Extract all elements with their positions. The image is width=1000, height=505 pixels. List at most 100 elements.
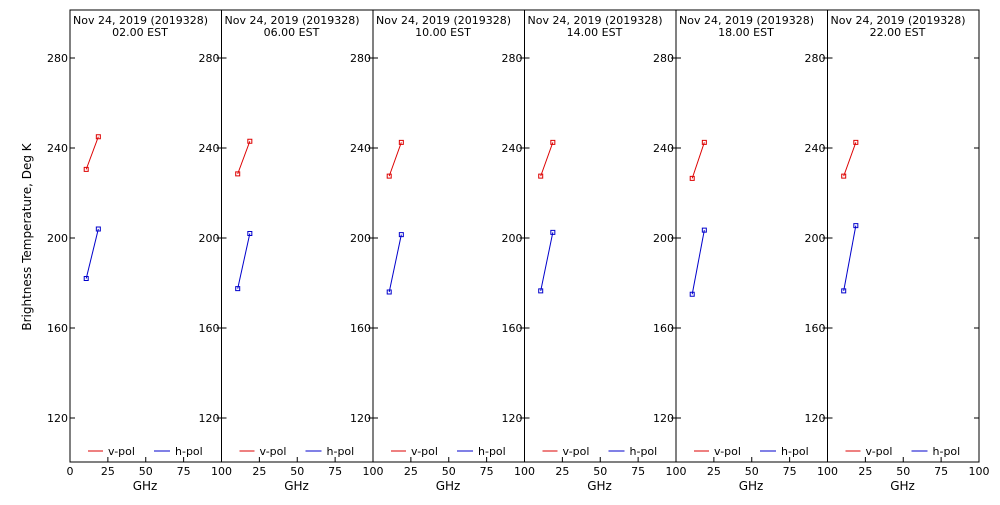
panel-3-h-pol-point (386, 289, 392, 295)
panel-3-ytick-label: 280 (350, 52, 371, 65)
panel-5-legend-label-hpol: h-pol (781, 445, 809, 458)
panel-4-title: Nov 24, 2019 (2019328) (528, 14, 663, 27)
panel-3-ytick-label: 240 (350, 142, 371, 155)
panel-5-h-pol-point (689, 291, 695, 297)
panel-6-h-pol-line (843, 225, 857, 291)
panel-2-xtick-label: 25 (252, 465, 266, 478)
panel-5-xtick-label: 75 (783, 465, 797, 478)
panel-1-xtick-label: 75 (177, 465, 191, 478)
panel-1-xtick-label: 100 (211, 465, 232, 478)
panel-3-time-label: 10.00 EST (415, 26, 471, 39)
panel-1-h-pol-point (83, 276, 89, 281)
panel-3-x-axis-label: GHz (436, 479, 461, 493)
panel-4-x-axis-label: GHz (587, 479, 612, 493)
panel-2-xtick-label: 50 (290, 465, 304, 478)
panel-4-h-pol-point (538, 288, 544, 294)
panel-1-h-pol-point (95, 226, 101, 232)
panel-4-xtick-label: 25 (555, 465, 569, 478)
panel-2-h-pol-point (247, 231, 253, 236)
panel-2-title: Nov 24, 2019 (2019328) (225, 14, 360, 27)
panel-1-legend-label-hpol: h-pol (175, 445, 203, 458)
panel-2-legend-label-vpol: v-pol (260, 445, 287, 458)
panel-4-xtick-label: 100 (666, 465, 687, 478)
panel-4-ytick-label: 240 (502, 142, 523, 155)
panel-5-ytick-label: 280 (653, 52, 674, 65)
panel-3-legend-label-vpol: v-pol (411, 445, 438, 458)
panel-3-legend-label-hpol: h-pol (478, 445, 506, 458)
panel-6-h-pol-point (853, 223, 859, 229)
panel-4-v-pol-line (540, 142, 554, 177)
panel-3-xtick-label: 25 (404, 465, 418, 478)
panel-4-legend-label-vpol: v-pol (563, 445, 590, 458)
panel-2-ytick-label: 280 (199, 52, 220, 65)
panel-3-v-pol-point (386, 173, 392, 179)
panel-2-time-label: 06.00 EST (264, 26, 320, 39)
panel-5-ytick-label: 200 (653, 232, 674, 245)
panel-5-v-pol-line (691, 142, 705, 179)
panel-6-xtick-label: 75 (934, 465, 948, 478)
panel-6-ytick-label: 200 (805, 232, 826, 245)
panel-5-h-pol-point (701, 227, 707, 233)
panel-2-ytick-label: 160 (199, 322, 220, 335)
panel-3-xtick-label: 50 (442, 465, 456, 478)
panel-2-v-pol-point (247, 138, 253, 144)
panel-1-ytick-label: 120 (47, 412, 68, 425)
panel-1-v-pol-line (85, 136, 99, 170)
panel-2-legend-label-hpol: h-pol (327, 445, 355, 458)
panel-6-h-pol-point (841, 288, 847, 294)
panel-2-x-axis-label: GHz (284, 479, 309, 493)
panel-6-v-pol-point (841, 173, 847, 179)
panel-2-xtick-label: 75 (328, 465, 342, 478)
panel-2-h-pol-line (237, 233, 251, 289)
panel-3-xtick-label: 100 (514, 465, 535, 478)
panel-3-ytick-label: 160 (350, 322, 371, 335)
panel-1-xtick-label: 0 (67, 465, 74, 478)
panel-5-v-pol-point (701, 139, 707, 145)
panel-3-xtick-label: 75 (480, 465, 494, 478)
panel-4-ytick-label: 160 (502, 322, 523, 335)
panel-1-title: Nov 24, 2019 (2019328) (73, 14, 208, 27)
panel-4-v-pol-point (550, 139, 556, 145)
panel-4-time-label: 14.00 EST (567, 26, 623, 39)
panel-3-ytick-label: 200 (350, 232, 371, 245)
panel-4-h-pol-line (540, 232, 554, 291)
panel-4-h-pol-point (550, 229, 556, 235)
panel-1-ytick-label: 200 (47, 232, 68, 245)
panel-6-x-axis-label: GHz (890, 479, 915, 493)
panel-3-ytick-label: 120 (350, 412, 371, 425)
panel-5-x-axis-label: GHz (739, 479, 764, 493)
panel-6-legend-label-vpol: v-pol (866, 445, 893, 458)
panel-4-v-pol-point (538, 173, 544, 179)
panel-6-ytick-label: 240 (805, 142, 826, 155)
panel-6-time-label: 22.00 EST (870, 26, 926, 39)
panel-1-ytick-label: 160 (47, 322, 68, 335)
panel-2-v-pol-line (237, 141, 251, 175)
panel-2-ytick-label: 120 (199, 412, 220, 425)
panel-6-v-pol-line (843, 142, 857, 177)
panel-4-legend-label-hpol: h-pol (630, 445, 658, 458)
panel-5-xtick-label: 50 (745, 465, 759, 478)
panel-1-x-axis-label: GHz (133, 479, 158, 493)
panel-5-time-label: 18.00 EST (718, 26, 774, 39)
panel-1-ytick-label: 280 (47, 52, 68, 65)
panel-5-ytick-label: 240 (653, 142, 674, 155)
panel-1-h-pol-line (85, 228, 99, 279)
panel-5-legend-label-vpol: v-pol (714, 445, 741, 458)
panel-2-xtick-label: 100 (363, 465, 384, 478)
y-axis-label: Brightness Temperature, Deg K (20, 142, 34, 330)
panel-4-xtick-label: 50 (593, 465, 607, 478)
panel-1-v-pol-point (95, 134, 101, 140)
panel-5-ytick-label: 160 (653, 322, 674, 335)
panel-5-xtick-label: 25 (707, 465, 721, 478)
panel-4-xtick-label: 75 (631, 465, 645, 478)
panel-6-xtick-label: 100 (969, 465, 990, 478)
panel-6-ytick-label: 280 (805, 52, 826, 65)
panel-5-h-pol-line (691, 230, 705, 295)
panel-5-xtick-label: 100 (817, 465, 838, 478)
panel-3-v-pol-point (398, 139, 404, 145)
panel-6-ytick-label: 160 (805, 322, 826, 335)
panel-4-ytick-label: 280 (502, 52, 523, 65)
panel-3-title: Nov 24, 2019 (2019328) (376, 14, 511, 27)
panel-6-xtick-label: 50 (896, 465, 910, 478)
